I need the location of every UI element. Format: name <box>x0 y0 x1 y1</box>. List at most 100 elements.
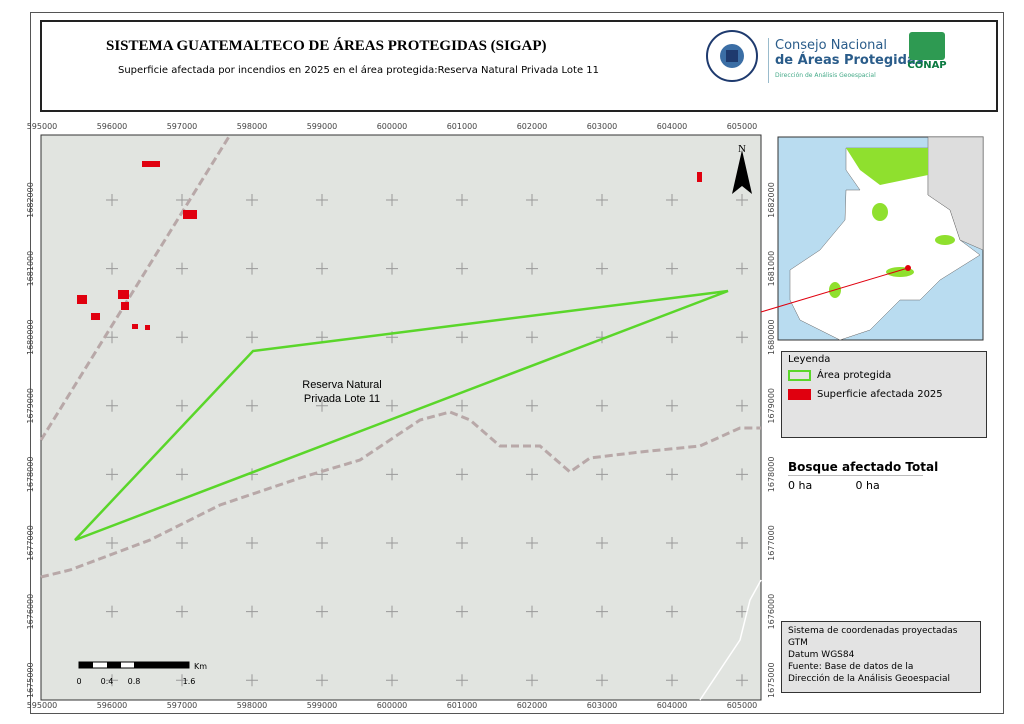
x-tick-label: 599000 <box>307 701 338 710</box>
y-tick-label: 1680000 <box>26 319 35 355</box>
grid-cross <box>456 331 468 344</box>
y-tick-label: 1682000 <box>767 182 776 218</box>
grid-cross <box>456 262 468 275</box>
grid-cross <box>316 399 328 412</box>
grid-cross <box>666 331 678 344</box>
y-tick-label: 1678000 <box>26 457 35 493</box>
grid-cross <box>596 537 608 549</box>
grid-cross <box>106 674 118 687</box>
grid-cross <box>106 399 118 412</box>
grid-cross <box>736 537 748 549</box>
grid-cross <box>246 537 258 549</box>
x-tick-label: 598000 <box>237 701 268 710</box>
grid-cross <box>666 537 678 549</box>
grid-cross <box>316 605 328 618</box>
grid-cross <box>526 194 538 206</box>
grid-cross <box>526 331 538 344</box>
affected-forest-table: Bosque afectado Total 0 ha 0 ha <box>788 460 938 492</box>
guatemala-seal-logo <box>706 30 758 82</box>
y-tick-label: 1681000 <box>767 251 776 287</box>
grid-cross <box>246 399 258 412</box>
x-tick-label: 600000 <box>377 701 408 710</box>
grid-cross <box>666 468 678 481</box>
grid-cross <box>176 605 188 618</box>
grid-cross <box>106 537 118 549</box>
grid-cross <box>106 605 118 618</box>
grid-cross <box>666 674 678 687</box>
grid-cross <box>736 468 748 481</box>
y-tick-label: 1676000 <box>26 594 35 630</box>
grid-cross <box>666 605 678 618</box>
map-frame <box>30 12 1004 714</box>
road <box>40 410 761 579</box>
grid-cross <box>526 468 538 481</box>
grid-cross <box>596 194 608 206</box>
grid-cross <box>386 674 398 687</box>
x-tick-label: 604000 <box>657 701 688 710</box>
x-tick-label: 595000 <box>27 701 58 710</box>
grid-cross <box>736 194 748 206</box>
grid-cross <box>456 537 468 549</box>
grid-cross <box>456 605 468 618</box>
y-tick-label: 1682000 <box>26 182 35 218</box>
grid-cross <box>526 605 538 618</box>
grid-cross <box>386 194 398 206</box>
grid-cross <box>176 399 188 412</box>
grid-cross <box>736 674 748 687</box>
grid-cross <box>386 537 398 549</box>
x-tick-label: 605000 <box>727 122 758 131</box>
grid-cross <box>176 537 188 549</box>
grid-cross <box>736 331 748 344</box>
grid-cross <box>246 674 258 687</box>
x-tick-label: 598000 <box>237 122 268 131</box>
legend-item-affected: Superficie afectada 2025 <box>788 389 943 400</box>
x-tick-label: 603000 <box>587 701 618 710</box>
legend: Leyenda Área protegida Superficie afecta… <box>781 351 987 438</box>
scale-bar: 0 0.4 0.8 1.6 Km <box>76 661 207 686</box>
grid-cross <box>666 399 678 412</box>
x-tick-label: 603000 <box>587 122 618 131</box>
svg-text:N: N <box>738 143 746 155</box>
y-tick-label: 1675000 <box>26 662 35 698</box>
table-row: 0 ha 0 ha <box>788 479 880 492</box>
y-tick-label: 1680000 <box>767 319 776 355</box>
y-tick-label: 1676000 <box>767 594 776 630</box>
grid-cross <box>106 194 118 206</box>
grid-cross <box>736 399 748 412</box>
grid-cross <box>246 194 258 206</box>
y-tick-label: 1677000 <box>767 525 776 561</box>
grid-cross <box>596 674 608 687</box>
y-tick-label: 1675000 <box>767 662 776 698</box>
x-tick-label: 597000 <box>167 122 198 131</box>
grid-cross <box>526 262 538 275</box>
projection-info: Sistema de coordenadas proyectadas GTM Dat… <box>781 621 981 693</box>
x-tick-label: 605000 <box>727 701 758 710</box>
grid-cross <box>106 331 118 344</box>
grid-cross <box>176 468 188 481</box>
grid-cross <box>386 605 398 618</box>
grid-cross <box>176 674 188 687</box>
y-tick-label: 1679000 <box>767 388 776 424</box>
x-tick-label: 602000 <box>517 122 548 131</box>
grid-cross <box>246 331 258 344</box>
legend-item-protected-area: Área protegida <box>788 370 891 381</box>
y-tick-label: 1679000 <box>26 388 35 424</box>
affected-areas <box>77 161 702 330</box>
x-tick-label: 601000 <box>447 122 478 131</box>
x-tick-label: 596000 <box>97 122 128 131</box>
area-label: Privada Lote 11 <box>304 393 380 405</box>
grid-cross <box>456 674 468 687</box>
overview-inset-map <box>760 136 984 341</box>
x-tick-label: 595000 <box>27 122 58 131</box>
protected-area-polygon <box>74 289 729 542</box>
x-tick-label: 597000 <box>167 701 198 710</box>
grid-cross <box>596 399 608 412</box>
grid-cross <box>176 331 188 344</box>
grid-cross <box>526 674 538 687</box>
grid-cross <box>246 262 258 275</box>
grid-cross <box>386 262 398 275</box>
page-subtitle: Superficie afectada por incendios en 202… <box>118 65 600 76</box>
x-tick-label: 600000 <box>377 122 408 131</box>
svg-text:1.6: 1.6 <box>183 677 196 686</box>
